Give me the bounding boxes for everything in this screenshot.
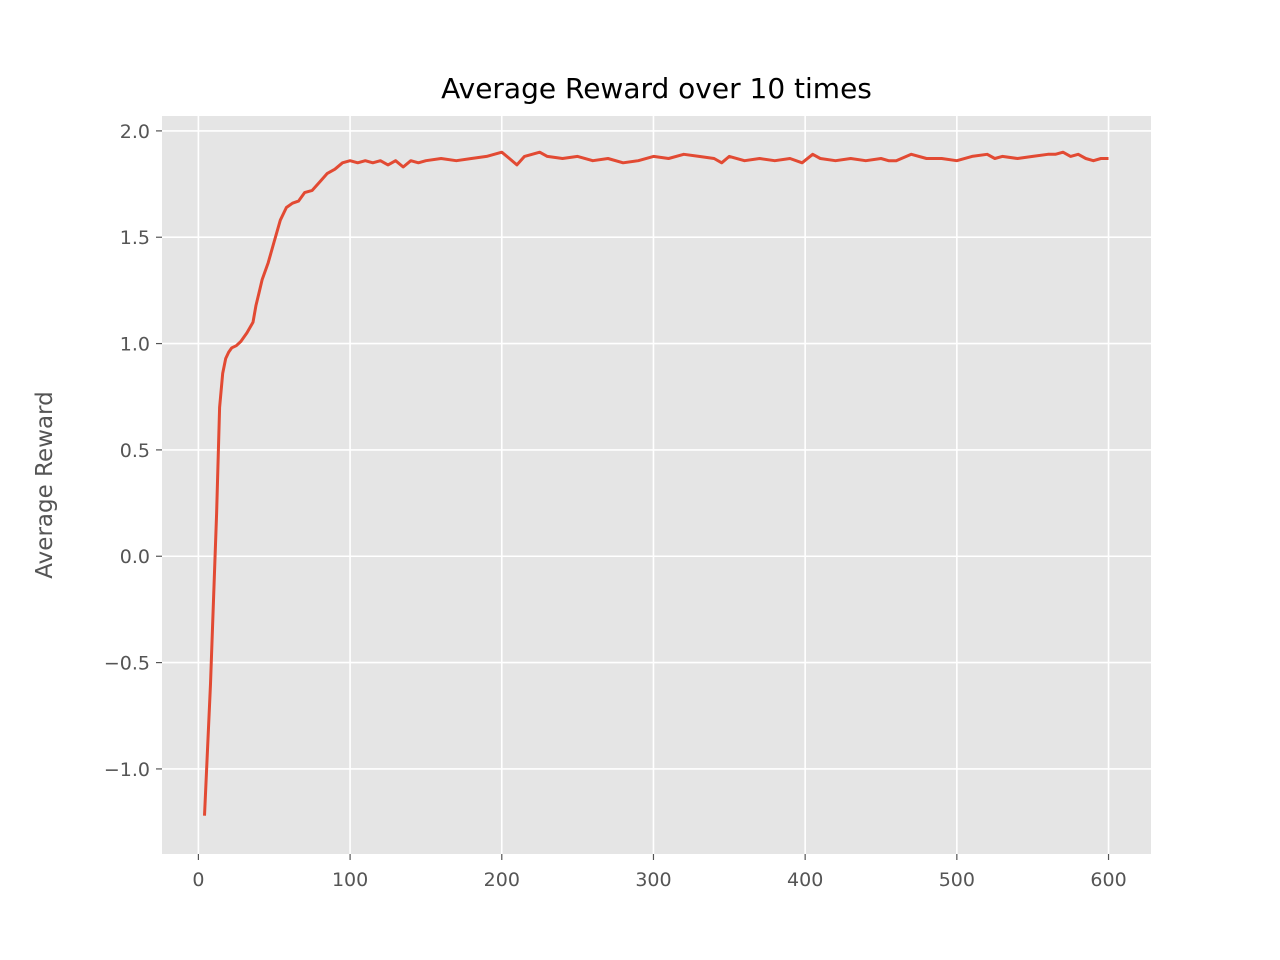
y-tick-label: 0.5 bbox=[120, 440, 150, 462]
x-tick-label: 300 bbox=[635, 869, 671, 891]
y-tick-label: −1.0 bbox=[104, 759, 150, 781]
x-tick-label: 0 bbox=[192, 869, 204, 891]
y-tick-label: 1.5 bbox=[120, 227, 150, 249]
x-tick-label: 200 bbox=[484, 869, 520, 891]
grid-lines bbox=[162, 116, 1151, 854]
x-tick-label: 100 bbox=[332, 869, 368, 891]
reward-series-line bbox=[203, 150, 1109, 816]
axis-ticks: 0 100 200 300 400 500 600 −1.0 −0.5 0.0 0.5 1.0 1.5 2… bbox=[104, 121, 1127, 891]
y-tick-label: −0.5 bbox=[104, 653, 150, 675]
x-tick-label: 400 bbox=[787, 869, 823, 891]
y-tick-label: 2.0 bbox=[120, 121, 150, 143]
plot-area-background bbox=[162, 116, 1151, 854]
x-tick-label: 500 bbox=[939, 869, 975, 891]
y-tick-label: 0.0 bbox=[120, 546, 150, 568]
chart-title: Average Reward over 10 times bbox=[441, 72, 872, 105]
x-tick-label: 600 bbox=[1090, 869, 1126, 891]
y-tick-label: 1.0 bbox=[120, 334, 150, 356]
y-axis-label: Average Reward bbox=[32, 391, 58, 578]
series-layer bbox=[203, 150, 1109, 816]
